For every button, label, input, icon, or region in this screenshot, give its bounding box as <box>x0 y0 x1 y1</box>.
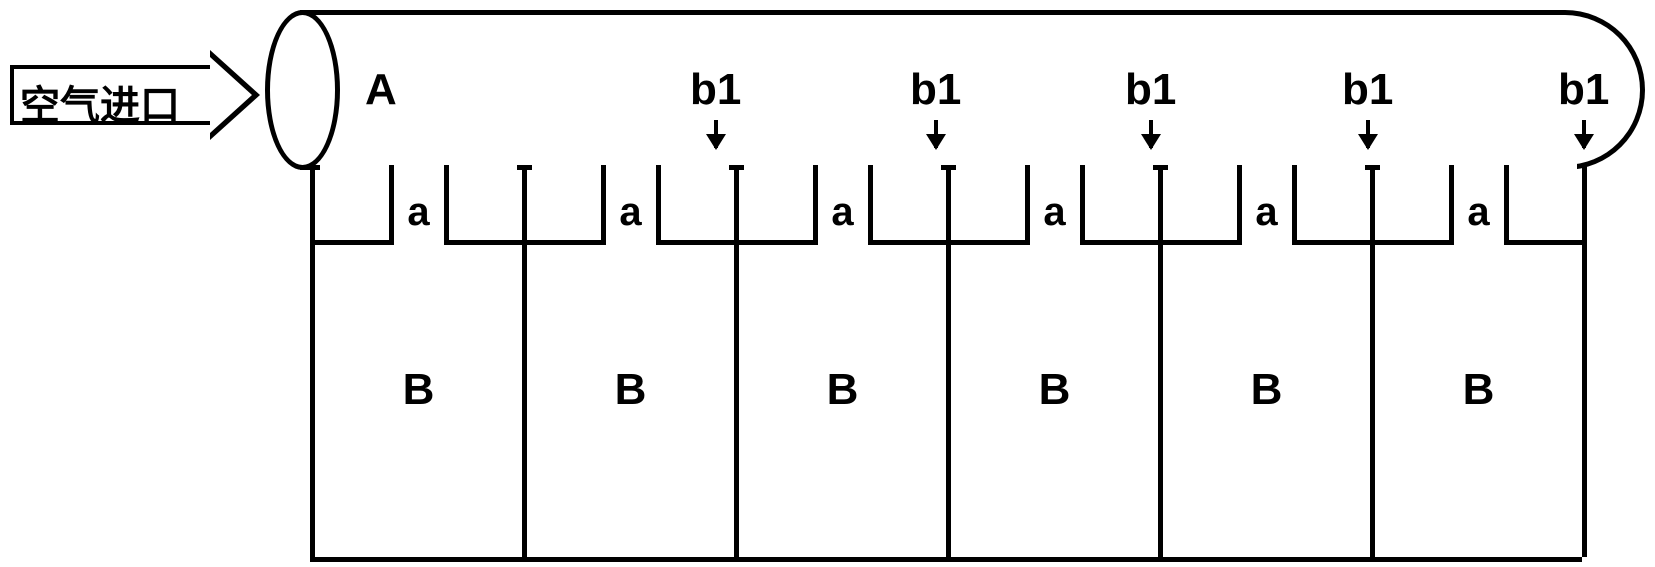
container-unit: aB <box>946 165 1163 557</box>
neck-label: a <box>407 190 429 235</box>
container-unit: aB <box>734 165 951 557</box>
branch-label-item: b1 <box>690 65 741 148</box>
container-shoulder <box>1163 240 1237 245</box>
branch-label-item: b1 <box>1558 65 1609 148</box>
container-shoulder <box>1509 240 1583 245</box>
cylinder-label: A <box>365 65 397 115</box>
container-unit: aB <box>1370 165 1587 557</box>
container-label: B <box>403 365 435 415</box>
container-unit: aB <box>1158 165 1375 557</box>
down-arrow-icon <box>1366 120 1370 148</box>
containers-row: aBaBaBaBaBaB <box>310 165 1582 562</box>
neck-label: a <box>619 190 641 235</box>
container-label: B <box>827 365 859 415</box>
container-label: B <box>1463 365 1495 415</box>
branch-label: b1 <box>1125 65 1176 115</box>
container-shoulder <box>873 240 947 245</box>
neck-label: a <box>1255 190 1277 235</box>
container-unit: aB <box>310 165 527 557</box>
container-label: B <box>615 365 647 415</box>
container-label: B <box>1251 365 1283 415</box>
down-arrow-icon <box>934 120 938 148</box>
down-arrow-icon <box>714 120 718 148</box>
air-inlet-label: 空气进口 <box>20 73 180 131</box>
container-shoulder <box>1297 240 1371 245</box>
neck-label: a <box>1043 190 1065 235</box>
container-shoulder <box>1375 240 1449 245</box>
arrow-head <box>210 50 260 140</box>
branch-label: b1 <box>910 65 961 115</box>
branch-label-item: b1 <box>1342 65 1393 148</box>
neck-label: a <box>831 190 853 235</box>
branch-label: b1 <box>690 65 741 115</box>
manifold-diagram: 空气进口 A b1b1b1b1b1b1 aBaBaBaBaBaB <box>10 10 1645 557</box>
container-shoulder <box>449 240 523 245</box>
branch-label: b1 <box>1558 65 1609 115</box>
container-shoulder <box>951 240 1025 245</box>
branch-labels-row: b1b1b1b1b1b1 <box>520 65 1655 165</box>
cylinder-cap <box>265 10 340 170</box>
air-inlet-arrow: 空气进口 <box>10 55 260 135</box>
down-arrow-icon <box>1582 120 1586 148</box>
manifold-cylinder: A b1b1b1b1b1b1 <box>265 10 1645 170</box>
container-shoulder <box>661 240 735 245</box>
container-unit: aB <box>522 165 739 557</box>
container-shoulder <box>739 240 813 245</box>
down-arrow-icon <box>1149 120 1153 148</box>
branch-label-item: b1 <box>1125 65 1176 148</box>
neck-label: a <box>1467 190 1489 235</box>
container-shoulder <box>527 240 601 245</box>
container-label: B <box>1039 365 1071 415</box>
branch-label: b1 <box>1342 65 1393 115</box>
container-shoulder <box>315 240 389 245</box>
branch-label-item: b1 <box>910 65 961 148</box>
container-shoulder <box>1085 240 1159 245</box>
